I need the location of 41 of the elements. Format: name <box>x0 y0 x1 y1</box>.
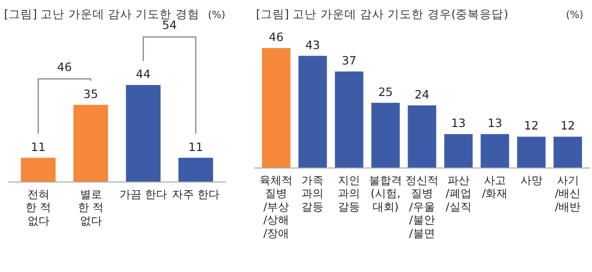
chart-title: [그림] 고난 가운데 감사 기도한 경우(중복응답) <box>256 7 508 21</box>
bar <box>262 48 290 168</box>
bar <box>298 56 327 168</box>
data-label: 44 <box>136 67 151 81</box>
chart-title: [그림] 고난 가운데 감사 기도한 경험 <box>4 7 200 21</box>
data-label: 12 <box>560 118 576 133</box>
bar <box>554 136 582 168</box>
bar <box>480 134 510 168</box>
data-label: 24 <box>414 87 430 102</box>
x-tick-label: 별로 한 적 없다 <box>78 188 104 228</box>
x-tick-label: 사고 /화재 <box>482 174 508 200</box>
x-tick-label: 사기 /배신 /배반 <box>554 174 581 214</box>
data-label: 11 <box>30 140 46 154</box>
text: 54 <box>162 18 177 32</box>
data-label: 37 <box>342 53 356 68</box>
bar <box>517 136 546 168</box>
x-tick-label: 정신적 질병 /우울 /불안 /불면 <box>406 174 438 240</box>
data-label: 11 <box>188 140 204 154</box>
x-tick-label: 가끔 한다 <box>120 188 167 201</box>
data-label: 35 <box>83 86 98 101</box>
bar <box>408 105 436 168</box>
data-label: 13 <box>451 116 466 130</box>
y-axis-title: (%) <box>566 10 584 21</box>
data-label: 13 <box>488 116 502 130</box>
x-tick-label: 사망 <box>520 174 542 187</box>
x-tick-label: 자주 한다 <box>172 188 220 201</box>
bar <box>371 102 400 168</box>
y-axis-title: (%) <box>208 10 226 21</box>
x-tick-label: 전혀 한 적 없다 <box>26 188 51 228</box>
data-label: 25 <box>378 84 393 99</box>
x-tick-label: 가족 과의 갈등 <box>302 174 324 214</box>
data-label: 12 <box>524 118 539 133</box>
data-label: 46 <box>268 30 284 44</box>
x-tick-label: 불합격 (시험, 대회) <box>369 174 402 214</box>
x-tick-label: 육체적 질병 /부상 /상해 /장애 <box>260 174 293 240</box>
x-tick-label: 파산 /폐업 /실직 <box>446 174 472 214</box>
bar <box>444 134 473 168</box>
bar <box>334 71 364 168</box>
data-label: 43 <box>305 38 320 52</box>
text: 46 <box>57 60 72 74</box>
x-tick-label: 지인 과의 갈등 <box>338 174 360 214</box>
